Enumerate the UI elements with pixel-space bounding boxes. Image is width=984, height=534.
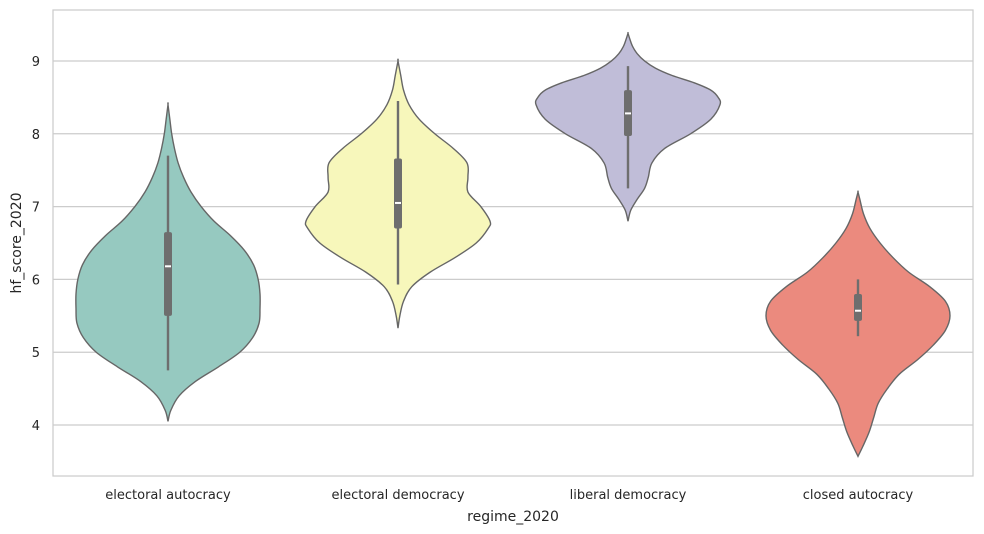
x-tick-label: liberal democracy xyxy=(570,488,687,503)
y-tick-label: 8 xyxy=(32,128,40,143)
violin-iqr-box xyxy=(854,293,862,321)
violin-iqr-box xyxy=(164,232,172,316)
plot-frame xyxy=(52,9,974,477)
y-tick-label: 7 xyxy=(32,201,40,216)
x-axis-label: regime_2020 xyxy=(467,509,559,525)
violin-liberal-democracy xyxy=(534,31,722,222)
y-tick-label: 6 xyxy=(32,273,40,288)
y-tick-label: 5 xyxy=(32,346,40,361)
x-tick-label: electoral autocracy xyxy=(105,488,231,503)
violin-iqr-box xyxy=(394,158,402,229)
y-tick-label: 9 xyxy=(32,55,40,70)
x-tick-label: closed autocracy xyxy=(803,488,914,503)
y-tick-label: 4 xyxy=(32,419,40,434)
violins xyxy=(75,31,951,458)
x-tick-labels: electoral autocracy electoral democracy li… xyxy=(105,488,913,503)
violin-closed-autocracy xyxy=(765,190,951,458)
y-tick-labels: 4 5 6 7 8 9 xyxy=(32,55,40,434)
y-axis-label: hf_score_2020 xyxy=(9,192,25,293)
violin-electoral-autocracy xyxy=(75,102,261,422)
violin-electoral-democracy xyxy=(304,58,492,329)
x-tick-label: electoral democracy xyxy=(331,488,464,503)
